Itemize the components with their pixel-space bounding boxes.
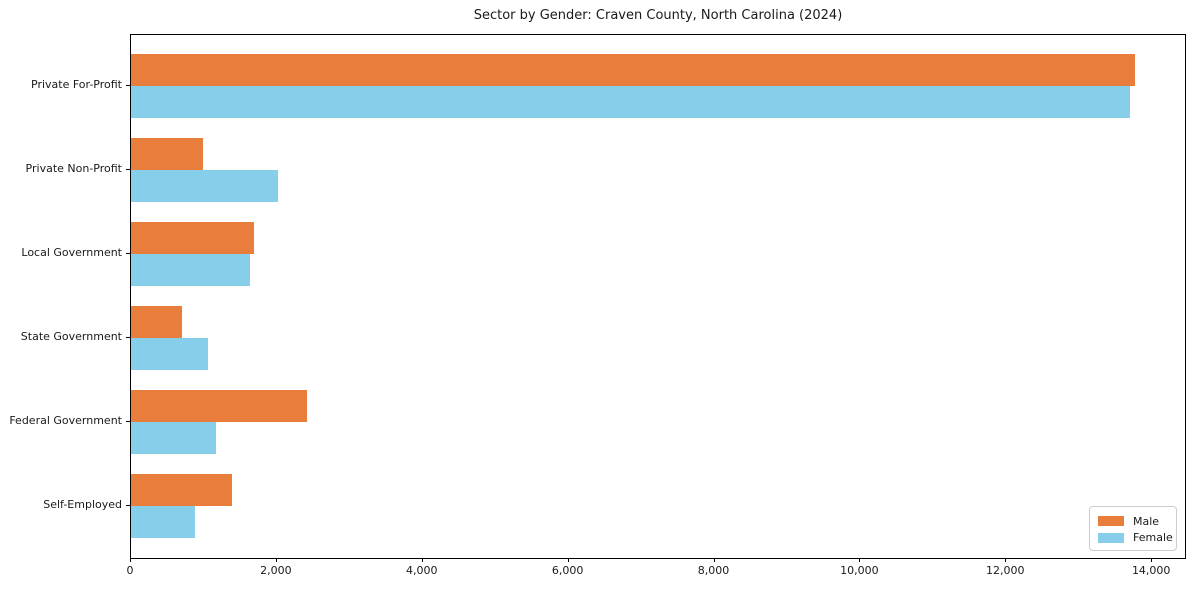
y-tick-mark (126, 421, 130, 422)
y-tick-mark (126, 337, 130, 338)
y-axis-label: State Government (20, 330, 122, 343)
x-tick-label: 4,000 (406, 564, 438, 577)
x-tick-label: 0 (126, 564, 134, 577)
bar-female-state-government (131, 338, 209, 370)
y-tick-mark (126, 253, 130, 254)
x-tick-mark (1151, 558, 1153, 562)
bar-male-state-government (131, 306, 183, 338)
bar-female-private-non-profit (131, 170, 278, 202)
bar-female-federal-government (131, 422, 216, 454)
legend-label: Female (1133, 531, 1173, 545)
x-tick-label: 12,000 (986, 564, 1025, 577)
x-tick-mark (567, 558, 569, 562)
y-axis-label: Self-Employed (43, 498, 122, 511)
x-tick-mark (1005, 558, 1007, 562)
y-tick-mark (126, 85, 130, 86)
x-tick-label: 14,000 (1131, 564, 1171, 577)
legend-item-male: Male (1098, 513, 1168, 529)
plot-area (130, 34, 1186, 559)
y-axis-label: Local Government (21, 246, 122, 259)
x-tick-mark (130, 558, 131, 562)
chart-title: Sector by Gender: Craven County, North C… (473, 8, 843, 23)
y-axis-label: Federal Government (9, 414, 122, 427)
x-tick-label: 2,000 (260, 564, 292, 577)
bar-male-self-employed (131, 474, 233, 506)
bar-male-private-for-profit (131, 54, 1136, 86)
x-tick-label: 8,000 (697, 564, 730, 577)
x-tick-label: 6,000 (551, 564, 584, 577)
x-tick-label: 10,000 (840, 564, 879, 577)
y-tick-mark (126, 505, 130, 506)
bar-female-private-for-profit (131, 86, 1131, 118)
legend: Male Female (1089, 506, 1177, 551)
bar-female-self-employed (131, 506, 195, 538)
x-tick-mark (275, 558, 277, 562)
bar-male-private-non-profit (131, 138, 203, 170)
legend-label: Male (1133, 514, 1160, 528)
x-tick-mark (859, 558, 861, 562)
y-axis-label: Private Non-Profit (25, 162, 122, 175)
legend-swatch-female (1098, 532, 1124, 543)
y-axis-label: Private For-Profit (31, 78, 122, 91)
bar-male-local-government (131, 222, 255, 254)
bar-male-federal-government (131, 390, 307, 422)
legend-swatch-male (1098, 516, 1124, 527)
y-tick-mark (126, 169, 130, 170)
bar-female-local-government (131, 254, 250, 286)
x-tick-mark (713, 558, 715, 562)
legend-item-female: Female (1098, 530, 1173, 546)
x-tick-mark (421, 558, 423, 562)
